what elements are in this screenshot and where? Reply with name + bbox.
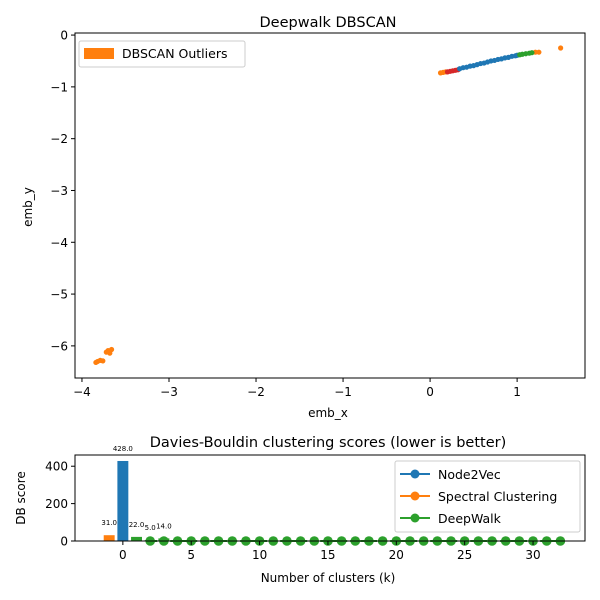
legend-label-spectral: Spectral Clustering bbox=[438, 489, 557, 504]
scatter-y-ticks: 0 −1 −2 −3 −4 −5 −6 bbox=[50, 29, 75, 353]
scatter-axes-frame bbox=[74, 32, 586, 379]
bar-data-label: 22.0 bbox=[129, 521, 145, 529]
legend-marker-spectral bbox=[410, 491, 420, 501]
y-tick-label: 200 bbox=[45, 497, 68, 511]
x-tick-label: 1 bbox=[513, 385, 521, 399]
x-tick-label: −2 bbox=[247, 385, 265, 399]
x-tick-label: 15 bbox=[320, 548, 335, 562]
scatter-point bbox=[558, 45, 564, 51]
x-tick-label: 25 bbox=[457, 548, 472, 562]
y-tick-label: 0 bbox=[60, 535, 68, 549]
y-tick-label: −6 bbox=[50, 339, 68, 353]
x-tick-label: −3 bbox=[160, 385, 178, 399]
legend-label-outliers: DBSCAN Outliers bbox=[122, 46, 227, 61]
bar-x-ticks: 0 5 10 15 20 25 30 bbox=[119, 541, 541, 562]
legend-label-node2vec: Node2Vec bbox=[438, 467, 501, 482]
x-tick-label: 0 bbox=[119, 548, 127, 562]
legend-swatch-outliers bbox=[84, 48, 114, 59]
y-tick-label: 0 bbox=[60, 29, 68, 43]
x-tick-label: 20 bbox=[389, 548, 404, 562]
bar-axes-frame bbox=[74, 454, 586, 542]
y-tick-label: −5 bbox=[50, 288, 68, 302]
x-tick-label: −1 bbox=[334, 385, 352, 399]
scatter-legend-box bbox=[78, 40, 246, 68]
bar bbox=[131, 536, 142, 541]
y-tick-label: −3 bbox=[50, 184, 68, 198]
bar-data-label: 5.0 bbox=[145, 524, 156, 532]
bar bbox=[117, 460, 129, 541]
bar-y-axis-label: DB score bbox=[14, 471, 28, 525]
x-tick-label: 30 bbox=[525, 548, 540, 562]
bar-y-ticks: 0 200 400 bbox=[45, 460, 75, 549]
bar-x-axis-label: Number of clusters (k) bbox=[261, 571, 396, 585]
scatter-point bbox=[93, 359, 99, 366]
bar bbox=[103, 535, 115, 541]
scatter-point bbox=[529, 50, 535, 56]
legend-marker-node2vec bbox=[410, 469, 420, 479]
legend-label-deepwalk: DeepWalk bbox=[438, 511, 502, 526]
scatter-legend: DBSCAN Outliers bbox=[78, 40, 246, 68]
bar-data-label: 31.0 bbox=[101, 519, 117, 527]
x-tick-label: −4 bbox=[73, 385, 91, 399]
x-tick-label: 5 bbox=[187, 548, 195, 562]
scatter-title: Deepwalk DBSCAN bbox=[260, 15, 397, 31]
bar-chart-title: Davies-Bouldin clustering scores (lower … bbox=[150, 435, 507, 451]
y-tick-label: −2 bbox=[50, 132, 68, 146]
bar-data-label: 14.0 bbox=[156, 522, 172, 530]
bar-legend: Node2Vec Spectral Clustering DeepWalk bbox=[394, 460, 581, 533]
x-tick-label: 0 bbox=[426, 385, 434, 399]
legend-marker-deepwalk bbox=[410, 513, 420, 523]
scatter-y-axis-label: emb_y bbox=[21, 187, 35, 227]
bar-legend-box bbox=[394, 460, 581, 533]
scatter-x-axis-label: emb_x bbox=[308, 406, 348, 420]
scatter-point bbox=[105, 347, 111, 354]
scatter-x-ticks: −4 −3 −2 −1 0 1 bbox=[73, 378, 521, 399]
bar-data-label: 428.0 bbox=[113, 445, 133, 453]
y-tick-label: −1 bbox=[50, 80, 68, 94]
scatter-point bbox=[536, 49, 542, 55]
y-tick-label: 400 bbox=[45, 460, 68, 474]
x-tick-label: 10 bbox=[252, 548, 267, 562]
scatter-point bbox=[100, 358, 106, 364]
scatter-plot bbox=[93, 45, 564, 366]
y-tick-label: −4 bbox=[50, 236, 68, 250]
